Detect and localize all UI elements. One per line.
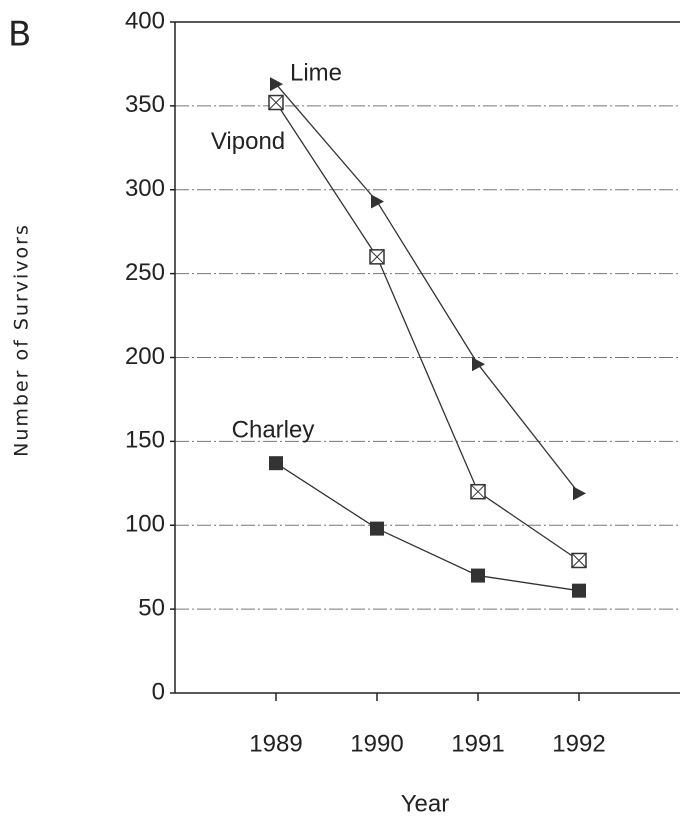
y-tick-label: 50: [138, 594, 165, 621]
y-tick-label: 200: [125, 343, 165, 370]
x-tick-label: 1992: [552, 730, 605, 757]
y-axis-label: Number of Survivors: [11, 223, 33, 457]
y-tick-label: 100: [125, 511, 165, 538]
marker: [369, 249, 385, 265]
marker: [269, 456, 283, 471]
marker: [268, 94, 284, 111]
marker: [470, 483, 486, 500]
y-tick-label: 300: [125, 175, 165, 202]
y-tick-label: 400: [125, 7, 165, 34]
marker-part: [571, 553, 587, 568]
marker: [471, 568, 485, 583]
series-label: Vipond: [211, 128, 285, 155]
series-label: Charley: [232, 417, 315, 444]
marker-part: [268, 95, 284, 110]
marker: [571, 552, 587, 569]
y-tick-label: 350: [125, 91, 165, 118]
series-line: [275, 83, 580, 494]
x-axis-label: Year: [401, 790, 450, 817]
marker: [371, 194, 384, 209]
x-tick-label: 1991: [451, 730, 504, 757]
marker: [270, 77, 283, 92]
marker-part: [470, 484, 486, 500]
y-tick-label: 250: [125, 259, 165, 286]
x-tick-label: 1990: [350, 730, 403, 757]
marker: [572, 583, 586, 598]
series-line: [275, 102, 580, 562]
marker: [370, 521, 384, 536]
marker-part: [369, 249, 385, 265]
series-label: Lime: [290, 59, 342, 86]
marker: [573, 486, 586, 501]
x-tick-label: 1989: [249, 730, 302, 757]
y-tick-label: 150: [125, 427, 165, 454]
series-line: [275, 462, 580, 592]
marker: [472, 357, 485, 372]
panel-label: B: [8, 15, 31, 55]
y-tick-label: 0: [152, 678, 165, 705]
